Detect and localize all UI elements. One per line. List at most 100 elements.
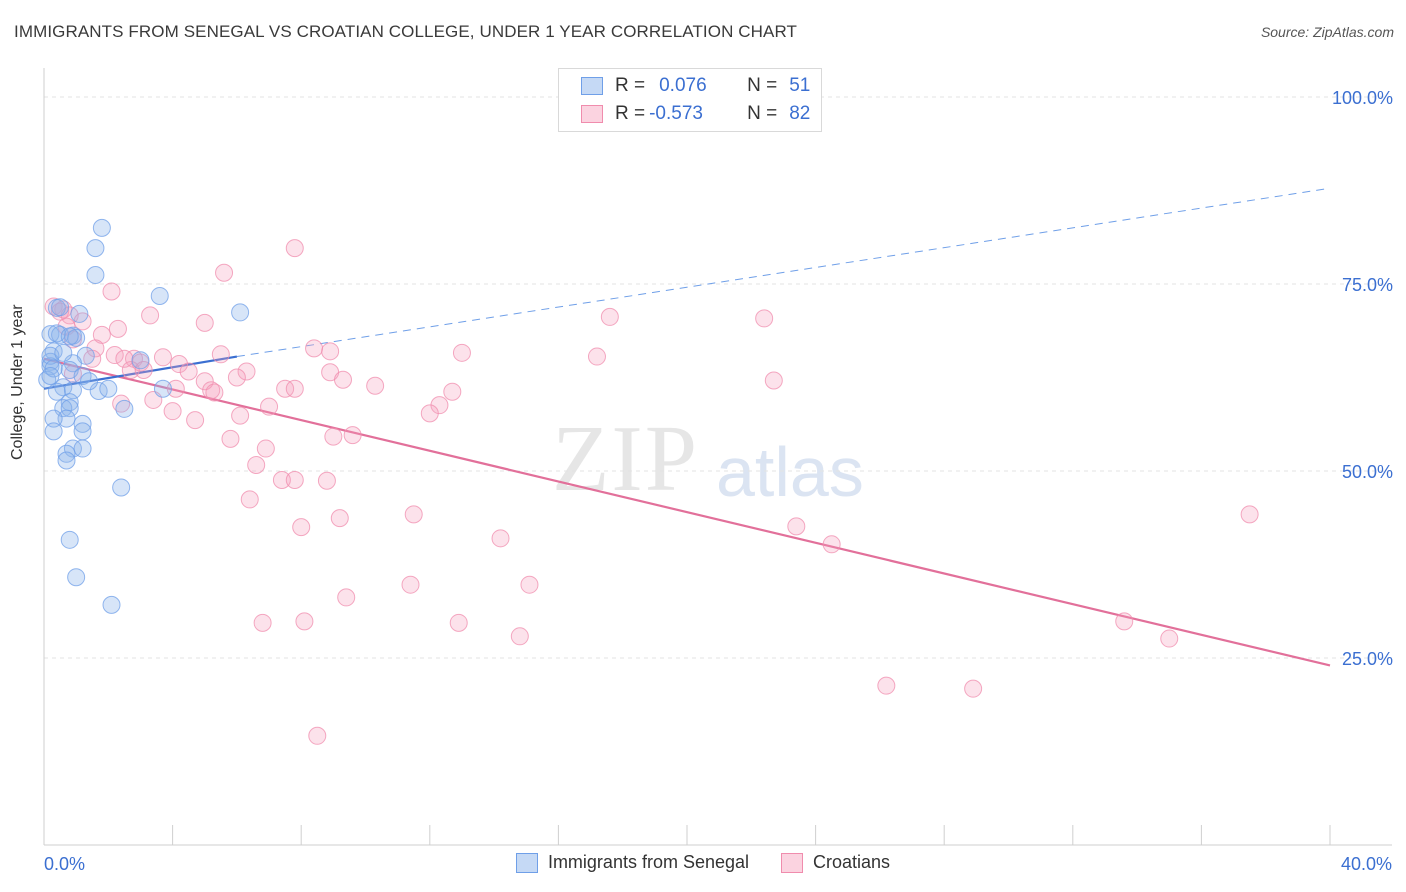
series-legend: Immigrants from Senegal Croatians — [0, 852, 1406, 873]
tick-labels: 100.0% 75.0% 50.0% 25.0% 0.0% 40.0% — [44, 88, 1393, 874]
trend-croatians — [43, 357, 1331, 667]
point-croatians — [202, 381, 221, 400]
source-note: Source: ZipAtlas.com — [1260, 24, 1394, 40]
point-croatians — [877, 676, 896, 695]
point-croatians — [600, 307, 619, 326]
legend-swatch-croatians — [581, 105, 603, 123]
point-senegal — [41, 367, 60, 386]
point-croatians — [822, 535, 841, 554]
point-senegal — [115, 399, 134, 418]
point-senegal — [57, 451, 76, 470]
point-senegal — [73, 439, 92, 458]
point-croatians — [102, 282, 121, 301]
y-tick-label: 100.0% — [1332, 88, 1393, 108]
point-senegal — [80, 372, 99, 391]
point-croatians — [86, 339, 105, 358]
point-croatians — [153, 348, 172, 367]
y-axis-label: College, Under 1 year — [9, 304, 26, 460]
point-croatians — [256, 439, 275, 458]
point-croatians — [215, 263, 234, 282]
point-croatians — [1240, 505, 1259, 524]
point-senegal — [47, 382, 66, 401]
x-tick-label: 40.0% — [1341, 854, 1392, 874]
point-croatians — [330, 509, 349, 528]
point-croatians — [366, 376, 385, 395]
legend-item-senegal[interactable]: Immigrants from Senegal — [515, 852, 750, 873]
point-croatians — [260, 397, 279, 416]
point-croatians — [324, 427, 343, 446]
legend-n-label: N = — [747, 75, 778, 96]
legend-swatch-croatians — [781, 852, 804, 873]
point-senegal — [92, 218, 111, 237]
legend-item-croatians[interactable]: Croatians — [781, 852, 890, 873]
chart-title: IMMIGRANTS FROM SENEGAL VS CROATIAN COLL… — [14, 22, 798, 41]
legend-r-label: R = — [615, 75, 646, 96]
point-senegal — [41, 325, 60, 344]
point-senegal — [102, 595, 121, 614]
watermark-atlas: atlas — [716, 433, 864, 511]
point-croatians — [272, 470, 291, 489]
point-croatians — [317, 471, 336, 490]
point-senegal — [153, 379, 172, 398]
legend-r-value: 0.076 — [659, 75, 707, 96]
point-senegal — [86, 266, 105, 285]
point-croatians — [295, 612, 314, 631]
point-senegal — [73, 422, 92, 441]
point-croatians — [755, 309, 774, 328]
y-tick-label: 25.0% — [1342, 649, 1393, 669]
point-senegal — [60, 327, 79, 346]
point-croatians — [205, 383, 224, 402]
y-tick-label: 75.0% — [1342, 275, 1393, 295]
point-senegal — [44, 422, 63, 441]
point-croatians — [520, 575, 539, 594]
point-croatians — [764, 371, 783, 390]
point-croatians — [285, 239, 304, 258]
point-croatians — [112, 394, 131, 413]
point-croatians — [115, 349, 134, 368]
point-croatians — [452, 343, 471, 362]
legend-label-senegal: Immigrants from Senegal — [547, 852, 750, 872]
y-tick-label: 50.0% — [1342, 462, 1393, 482]
legend-row-croatians: R = -0.573 N = 82 — [581, 101, 810, 127]
point-croatians — [231, 406, 250, 425]
point-senegal — [57, 444, 76, 463]
point-croatians — [420, 404, 439, 423]
point-senegal — [44, 409, 63, 428]
point-croatians — [211, 345, 230, 364]
legend-n-value: 51 — [789, 75, 811, 96]
point-croatians — [121, 361, 140, 380]
point-croatians — [166, 379, 185, 398]
watermark-zip: ZIP — [552, 407, 699, 511]
correlation-legend: R = 0.076 N = 51 R = -0.573 N = 82 — [558, 68, 822, 132]
point-senegal — [70, 304, 89, 323]
point-croatians — [305, 339, 324, 358]
trend-senegal-extrapolated — [236, 187, 1331, 358]
point-croatians — [108, 319, 127, 338]
point-croatians — [491, 529, 510, 548]
point-croatians — [141, 306, 160, 325]
point-croatians — [170, 355, 189, 374]
legend-swatch-senegal — [581, 77, 603, 95]
point-croatians — [285, 470, 304, 489]
point-senegal — [99, 379, 118, 398]
point-croatians — [401, 575, 420, 594]
point-croatians — [1115, 612, 1134, 631]
point-croatians — [253, 613, 272, 632]
legend-n-label: N = — [747, 103, 778, 124]
trend-lines — [43, 187, 1331, 667]
point-croatians — [240, 490, 259, 509]
point-croatians — [292, 518, 311, 537]
legend-row-senegal: R = 0.076 N = 51 — [581, 73, 810, 99]
point-croatians — [787, 517, 806, 536]
point-croatians — [587, 347, 606, 366]
legend-n-value: 82 — [789, 103, 811, 124]
point-croatians — [1160, 629, 1179, 648]
point-senegal — [150, 286, 169, 305]
point-senegal — [60, 399, 79, 418]
point-senegal — [73, 414, 92, 433]
point-senegal — [51, 298, 70, 317]
point-croatians — [443, 382, 462, 401]
point-croatians — [321, 342, 340, 361]
point-senegal — [231, 303, 250, 322]
